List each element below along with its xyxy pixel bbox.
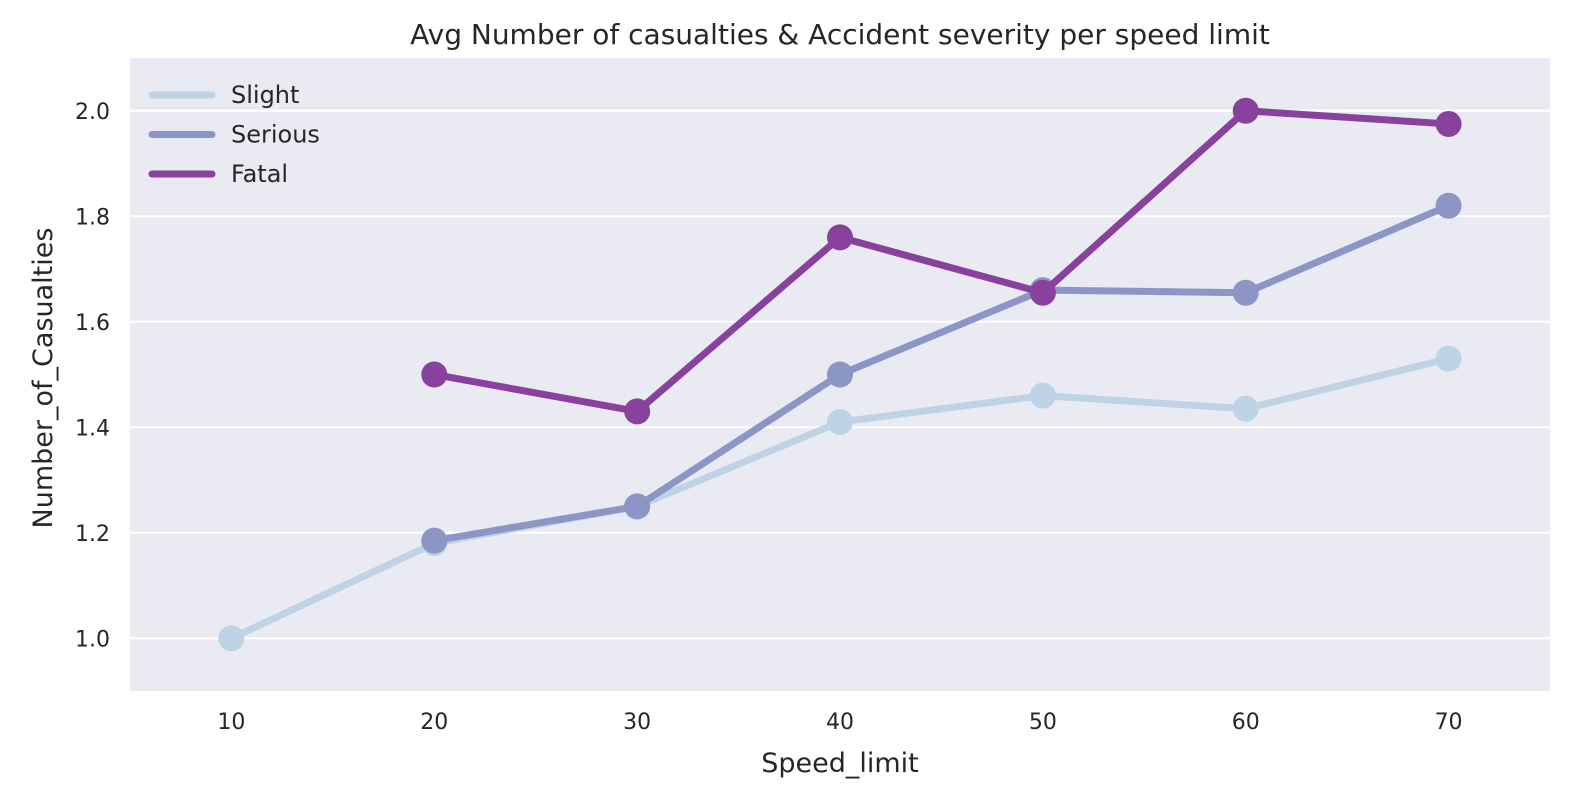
- data-point: [1232, 279, 1259, 306]
- chart-title: Avg Number of casualties & Accident seve…: [410, 18, 1270, 51]
- data-point: [827, 408, 853, 435]
- x-tick-label: 10: [217, 710, 245, 735]
- y-axis: 1.0 1.2 1.4 1.6 1.8 2.0: [75, 100, 110, 653]
- data-point: [1232, 97, 1259, 124]
- x-axis: 10 20 30 40 50 60 70: [217, 710, 1462, 735]
- series-line: [430, 107, 1453, 415]
- data-point: [218, 625, 245, 652]
- x-tick-label: 20: [420, 710, 448, 735]
- y-tick-label: 1.6: [75, 311, 110, 336]
- x-tick-label: 60: [1232, 710, 1260, 735]
- y-tick-label: 2.0: [75, 100, 110, 125]
- data-point: [1029, 279, 1056, 306]
- data-point: [624, 493, 651, 520]
- series-fatal: [421, 97, 1462, 425]
- legend-item: Serious: [148, 121, 320, 149]
- y-tick-label: 1.0: [75, 627, 110, 652]
- data-point: [1435, 345, 1462, 372]
- y-axis-label: Number_of_Casualties: [28, 228, 59, 529]
- data-point: [1232, 395, 1259, 422]
- legend-label: Fatal: [231, 160, 288, 188]
- data-point: [827, 361, 853, 388]
- y-tick-label: 1.8: [75, 205, 110, 230]
- x-tick-label: 70: [1435, 710, 1463, 735]
- y-tick-label: 1.2: [75, 522, 110, 547]
- y-tick-label: 1.4: [75, 416, 110, 441]
- x-tick-label: 40: [826, 710, 854, 735]
- data-point: [827, 224, 853, 251]
- series-line: [430, 202, 1453, 545]
- data-point: [421, 361, 448, 388]
- x-tick-label: 30: [623, 710, 651, 735]
- legend-item: Slight: [148, 81, 299, 109]
- legend-item: Fatal: [148, 160, 288, 188]
- legend-label: Slight: [231, 81, 299, 109]
- data-point: [1435, 110, 1462, 137]
- series-layer: [218, 97, 1462, 652]
- series-serious: [421, 192, 1462, 554]
- data-point: [421, 527, 448, 554]
- legend-label: Serious: [231, 121, 320, 149]
- x-tick-label: 50: [1029, 710, 1057, 735]
- data-point: [624, 398, 651, 425]
- legend: Slight Serious Fatal: [148, 81, 320, 188]
- x-axis-label: Speed_limit: [761, 748, 919, 779]
- data-point: [1029, 382, 1056, 409]
- data-point: [1435, 192, 1462, 219]
